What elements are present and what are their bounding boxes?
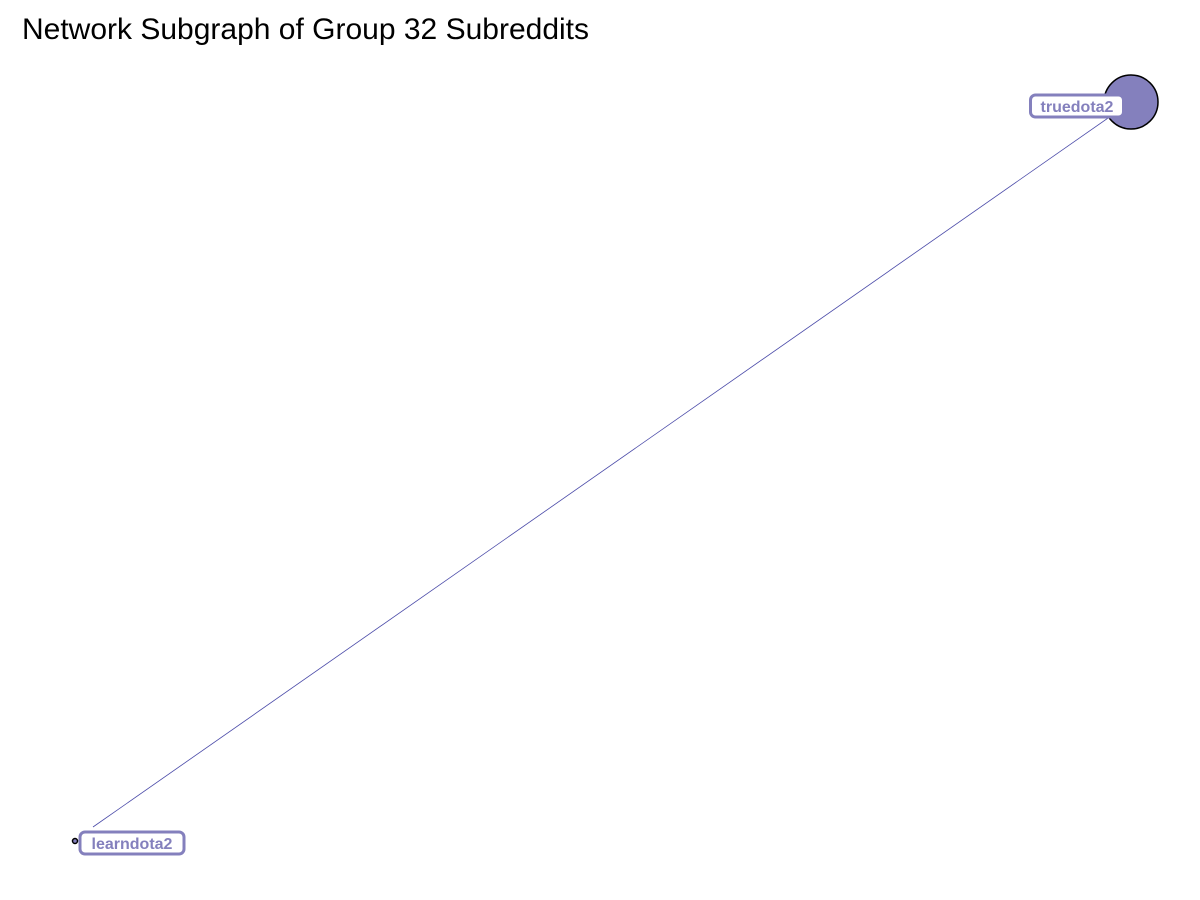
edge-truedota2-learndota2 xyxy=(92,101,1132,828)
edges-layer xyxy=(92,101,1132,828)
node-label-box-truedota2 xyxy=(1029,93,1125,119)
node-label-text-learndota2: learndota2 xyxy=(92,836,173,853)
labels-layer: truedota2 learndota2 xyxy=(78,93,1125,856)
node-learndota2 xyxy=(71,837,79,845)
node-label-box-learndota2 xyxy=(78,830,186,856)
node-label-truedota2: truedota2 xyxy=(1029,93,1125,119)
figure-title: Network Subgraph of Group 32 Subreddits xyxy=(22,13,589,46)
node-label-learndota2: learndota2 xyxy=(78,830,186,856)
node-label-text-truedota2: truedota2 xyxy=(1041,99,1114,116)
nodes-layer xyxy=(71,74,1159,845)
